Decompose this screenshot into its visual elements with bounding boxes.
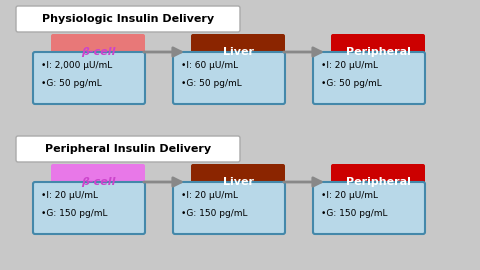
Text: Peripheral: Peripheral [346,47,410,57]
FancyBboxPatch shape [51,164,145,200]
FancyBboxPatch shape [33,182,145,234]
Text: •G: 50 pg/mL: •G: 50 pg/mL [41,79,102,89]
Text: •I: 60 μU/mL: •I: 60 μU/mL [181,62,238,70]
FancyBboxPatch shape [191,34,285,70]
Text: Peripheral Insulin Delivery: Peripheral Insulin Delivery [45,144,211,154]
FancyBboxPatch shape [313,182,425,234]
FancyBboxPatch shape [331,164,425,200]
Text: •I: 20 μU/mL: •I: 20 μU/mL [41,191,98,201]
Text: Physiologic Insulin Delivery: Physiologic Insulin Delivery [42,14,214,24]
Text: •G: 150 pg/mL: •G: 150 pg/mL [181,210,248,218]
Text: •I: 20 μU/mL: •I: 20 μU/mL [181,191,238,201]
FancyBboxPatch shape [191,164,285,200]
FancyBboxPatch shape [33,52,145,104]
FancyBboxPatch shape [16,6,240,32]
FancyBboxPatch shape [51,34,145,70]
FancyBboxPatch shape [173,182,285,234]
Text: •G: 50 pg/mL: •G: 50 pg/mL [181,79,242,89]
Text: Liver: Liver [223,177,253,187]
Text: •G: 150 pg/mL: •G: 150 pg/mL [321,210,387,218]
Text: •I: 20 μU/mL: •I: 20 μU/mL [321,191,378,201]
Text: •G: 50 pg/mL: •G: 50 pg/mL [321,79,382,89]
Text: •I: 20 μU/mL: •I: 20 μU/mL [321,62,378,70]
FancyBboxPatch shape [16,136,240,162]
Text: Liver: Liver [223,47,253,57]
Text: β-cell: β-cell [81,47,115,57]
FancyBboxPatch shape [313,52,425,104]
FancyBboxPatch shape [173,52,285,104]
Text: •I: 2,000 μU/mL: •I: 2,000 μU/mL [41,62,112,70]
Text: Peripheral: Peripheral [346,177,410,187]
Text: •G: 150 pg/mL: •G: 150 pg/mL [41,210,108,218]
FancyBboxPatch shape [331,34,425,70]
Text: β-cell: β-cell [81,177,115,187]
